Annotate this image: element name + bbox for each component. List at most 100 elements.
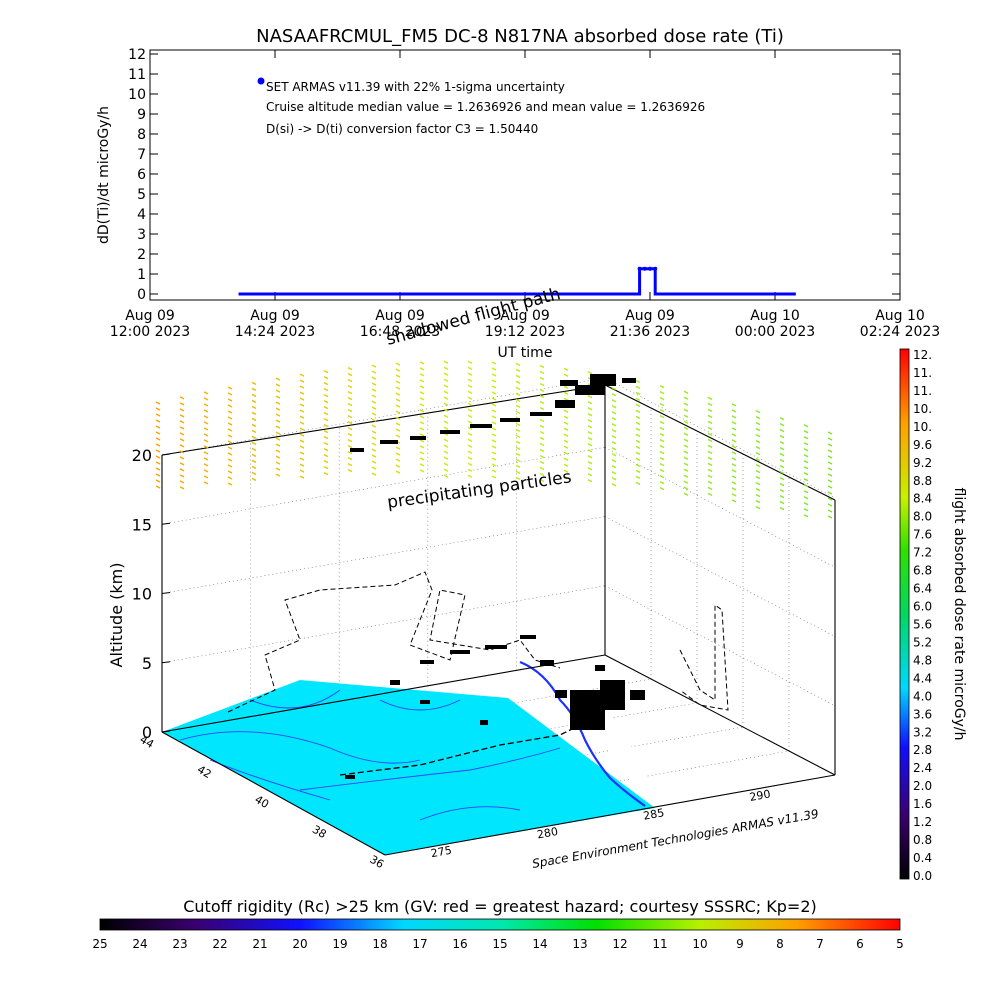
particle-mark xyxy=(827,449,833,453)
annotation-cruise: Cruise altitude median value = 1.2636926… xyxy=(266,100,705,114)
particle-mark xyxy=(491,433,497,437)
particle-mark xyxy=(515,464,521,469)
particle-mark xyxy=(659,450,665,455)
particle-mark xyxy=(731,457,737,461)
particle-mark xyxy=(587,431,593,435)
y-tick-label: 9 xyxy=(137,107,146,123)
particle-mark xyxy=(539,370,545,375)
particle-mark xyxy=(635,379,641,384)
particle-mark xyxy=(251,471,257,476)
particle-mark xyxy=(275,461,281,465)
rigidity-colorbar-tick: 9 xyxy=(736,937,744,951)
particle-mark xyxy=(515,422,521,427)
particle-mark xyxy=(707,450,713,455)
altitude-tick-mark xyxy=(161,453,171,456)
grid-line-side xyxy=(604,377,836,499)
particle-mark xyxy=(683,408,689,412)
particle-mark xyxy=(299,457,305,461)
particle-mark xyxy=(467,426,473,430)
particle-mark xyxy=(419,379,425,383)
particle-mark xyxy=(707,444,713,449)
particle-mark xyxy=(299,439,305,443)
particle-mark xyxy=(635,451,641,456)
particle-mark xyxy=(491,457,497,461)
grid-line-back xyxy=(161,377,606,456)
rigidity-colorbar-tick: 8 xyxy=(776,937,784,951)
particle-mark xyxy=(203,475,209,479)
particle-mark xyxy=(443,396,449,400)
rigidity-colorbar: Cutoff rigidity (Rc) >25 km (GV: red = g… xyxy=(92,897,903,951)
particle-mark xyxy=(491,439,497,443)
particle-mark xyxy=(563,373,569,377)
particle-mark xyxy=(587,461,593,465)
particle-mark xyxy=(683,414,689,418)
latitude-tick-label: 40 xyxy=(252,793,271,811)
particle-mark xyxy=(371,448,377,452)
particle-mark xyxy=(443,414,449,418)
particle-mark xyxy=(155,437,161,441)
particle-mark xyxy=(539,478,545,483)
particle-mark xyxy=(299,379,305,383)
particle-mark xyxy=(275,425,281,429)
particle-mark xyxy=(611,453,617,457)
dose-colorbar-tick: 11. xyxy=(913,366,932,380)
particle-mark xyxy=(659,456,665,461)
particle-mark xyxy=(515,374,521,379)
particle-mark xyxy=(707,414,713,419)
particle-mark xyxy=(707,396,713,401)
annotation-conversion: D(si) -> D(ti) conversion factor C3 = 1.… xyxy=(266,122,538,136)
particle-mark xyxy=(563,409,569,413)
particle-mark xyxy=(275,455,281,459)
x-tick-label-date: Aug 09 xyxy=(500,308,550,324)
particle-mark xyxy=(467,414,473,418)
particle-mark xyxy=(179,402,185,406)
particle-mark xyxy=(347,378,353,383)
particle-mark xyxy=(155,467,161,471)
particle-mark xyxy=(539,400,545,405)
particle-mark xyxy=(659,474,665,479)
particle-mark xyxy=(635,385,641,390)
particle-mark xyxy=(659,444,665,449)
particle-mark xyxy=(275,437,281,441)
dose-series xyxy=(238,266,796,296)
particle-mark xyxy=(707,438,713,443)
particle-mark xyxy=(491,403,497,407)
particle-mark xyxy=(707,408,713,413)
altitude-tick-label: 15 xyxy=(132,515,152,534)
particle-mark xyxy=(515,452,521,457)
particle-mark xyxy=(659,402,665,407)
particle-mark xyxy=(275,389,281,393)
particle-mark xyxy=(323,381,329,386)
particle-mark xyxy=(635,481,641,486)
particle-mark xyxy=(395,422,401,426)
particle-mark xyxy=(515,398,521,403)
y-tick-label: 3 xyxy=(137,227,146,243)
particle-mark xyxy=(827,515,833,519)
particle-mark xyxy=(491,391,497,395)
rigidity-colorbar-tick: 16 xyxy=(452,937,467,951)
particle-mark xyxy=(539,472,545,477)
particle-mark xyxy=(515,476,521,481)
particle-mark xyxy=(491,427,497,431)
dose-timeseries-plot: NASAAFRCMUL_FM5 DC-8 N817NA absorbed dos… xyxy=(96,26,940,361)
particle-mark xyxy=(395,368,401,372)
particle-mark xyxy=(539,460,545,465)
particle-mark xyxy=(635,445,641,450)
particle-mark xyxy=(635,457,641,462)
rigidity-colorbar-tick: 17 xyxy=(412,937,427,951)
particle-mark xyxy=(539,430,545,435)
particle-mark xyxy=(731,481,737,485)
particle-mark xyxy=(803,484,809,488)
particle-mark xyxy=(155,425,161,429)
particle-mark xyxy=(155,419,161,423)
particle-mark xyxy=(539,448,545,453)
particle-mark xyxy=(803,502,809,506)
particle-mark xyxy=(251,441,257,446)
particle-mark xyxy=(155,431,161,435)
rigidity-colorbar-tick: 7 xyxy=(816,937,824,951)
particle-mark xyxy=(251,477,257,482)
particle-mark xyxy=(395,416,401,420)
longitude-tick-label: 275 xyxy=(430,844,453,860)
particle-mark xyxy=(563,433,569,437)
